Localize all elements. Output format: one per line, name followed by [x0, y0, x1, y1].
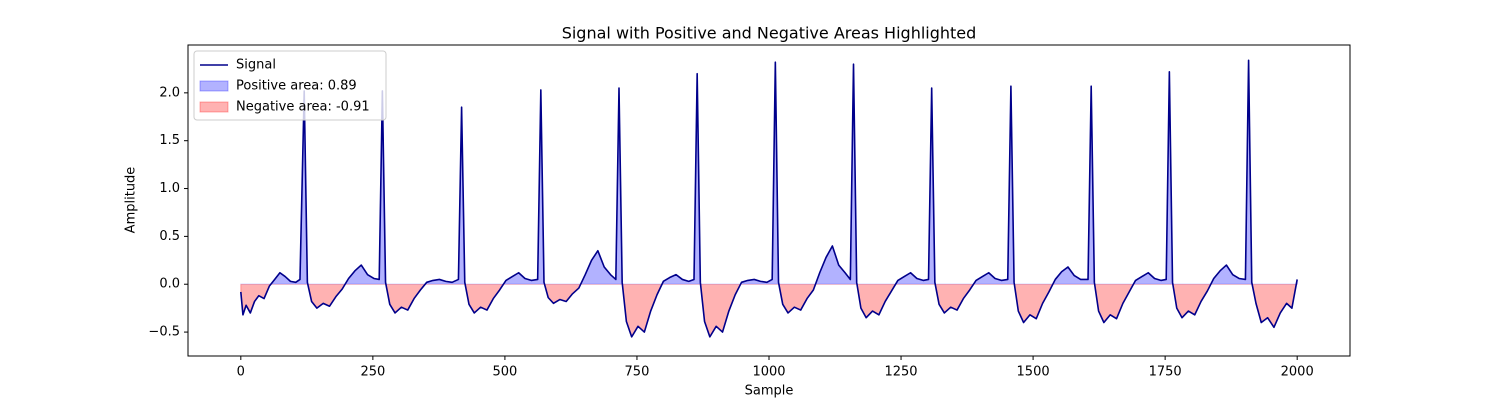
- x-tick-label: 750: [625, 365, 650, 380]
- x-tick-label: 2000: [1281, 365, 1314, 380]
- y-tick-label: 2.0: [159, 85, 180, 100]
- legend-patch: [199, 101, 229, 113]
- legend-label: Positive area: 0.89: [236, 79, 357, 94]
- y-tick-label: 0.0: [159, 277, 180, 292]
- x-tick-label: 1500: [1017, 365, 1050, 380]
- legend-label: Negative area: -0.91: [236, 100, 370, 115]
- y-tick-label: 1.5: [159, 133, 180, 148]
- y-tick-label: 0.5: [159, 229, 180, 244]
- x-tick-label: 0: [237, 365, 245, 380]
- y-tick-label: 1.0: [159, 181, 180, 196]
- legend-label: Signal: [236, 58, 276, 73]
- legend: Signal Positive area: 0.89 Negative area: …: [193, 50, 387, 121]
- x-tick-label: 1000: [752, 365, 785, 380]
- plot-frame: [187, 44, 1351, 357]
- negative-area: [240, 284, 1298, 339]
- x-tick-label: 1250: [884, 365, 917, 380]
- y-tick-label: −0.5: [148, 325, 180, 340]
- signal-line: [240, 59, 1298, 338]
- y-axis-label: Amplitude: [124, 167, 139, 234]
- chart-title: Signal with Positive and Negative Areas …: [562, 24, 977, 43]
- x-axis-label: Sample: [745, 384, 794, 399]
- x-tick-label: 250: [360, 365, 385, 380]
- legend-patch: [199, 80, 229, 92]
- x-tick-label: 500: [492, 365, 517, 380]
- x-tick-label: 1750: [1149, 365, 1182, 380]
- legend-box: [193, 50, 387, 121]
